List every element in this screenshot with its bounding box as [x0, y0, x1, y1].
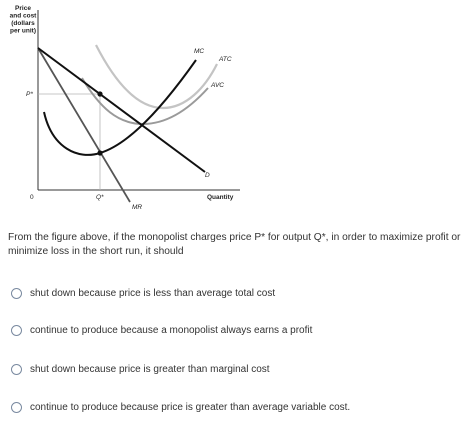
answer-option-label: continue to produce because price is gre… [30, 402, 351, 413]
answer-option-4[interactable]: continue to produce because price is gre… [11, 402, 350, 413]
answer-option-1[interactable]: shut down because price is less than ave… [11, 288, 275, 299]
answer-option-3[interactable]: shut down because price is greater than … [11, 364, 270, 375]
question-text: From the figure above, if the monopolist… [8, 232, 461, 257]
y-axis-label-line-4: per unit) [10, 28, 36, 35]
demand-label: D [205, 172, 210, 179]
cost-curves-figure: Price and cost (dollars per unit) MC ATC… [10, 5, 240, 211]
y-axis-label-line-3: (dollars [11, 20, 35, 27]
radio-circle-icon[interactable] [11, 325, 22, 336]
radio-circle-icon[interactable] [11, 288, 22, 299]
y-axis-label-line-1: Price [15, 5, 31, 12]
radio-circle-icon[interactable] [11, 364, 22, 375]
answer-option-label: shut down because price is less than ave… [30, 288, 276, 299]
demand-curve [37, 47, 206, 173]
mc-mr-point [97, 150, 103, 156]
mr-curve [37, 47, 131, 203]
mr-label: MR [132, 204, 142, 211]
y-axis-label-line-2: and cost [10, 13, 38, 20]
answer-option-2[interactable]: continue to produce because a monopolist… [11, 325, 312, 336]
origin-label: 0 [30, 194, 34, 201]
atc-label: ATC [218, 56, 232, 63]
avc-label: AVC [210, 82, 224, 89]
price-tick-label: P* [26, 91, 33, 98]
answer-option-label: shut down because price is greater than … [30, 364, 270, 375]
x-axis-label: Quantity [207, 194, 234, 201]
answer-option-label: continue to produce because a monopolist… [30, 325, 313, 336]
mc-label: MC [194, 48, 204, 55]
atc-curve [95, 44, 218, 110]
quantity-tick-label: Q* [96, 194, 104, 201]
demand-price-point [97, 91, 103, 97]
radio-circle-icon[interactable] [11, 402, 22, 413]
avc-curve [81, 77, 209, 126]
